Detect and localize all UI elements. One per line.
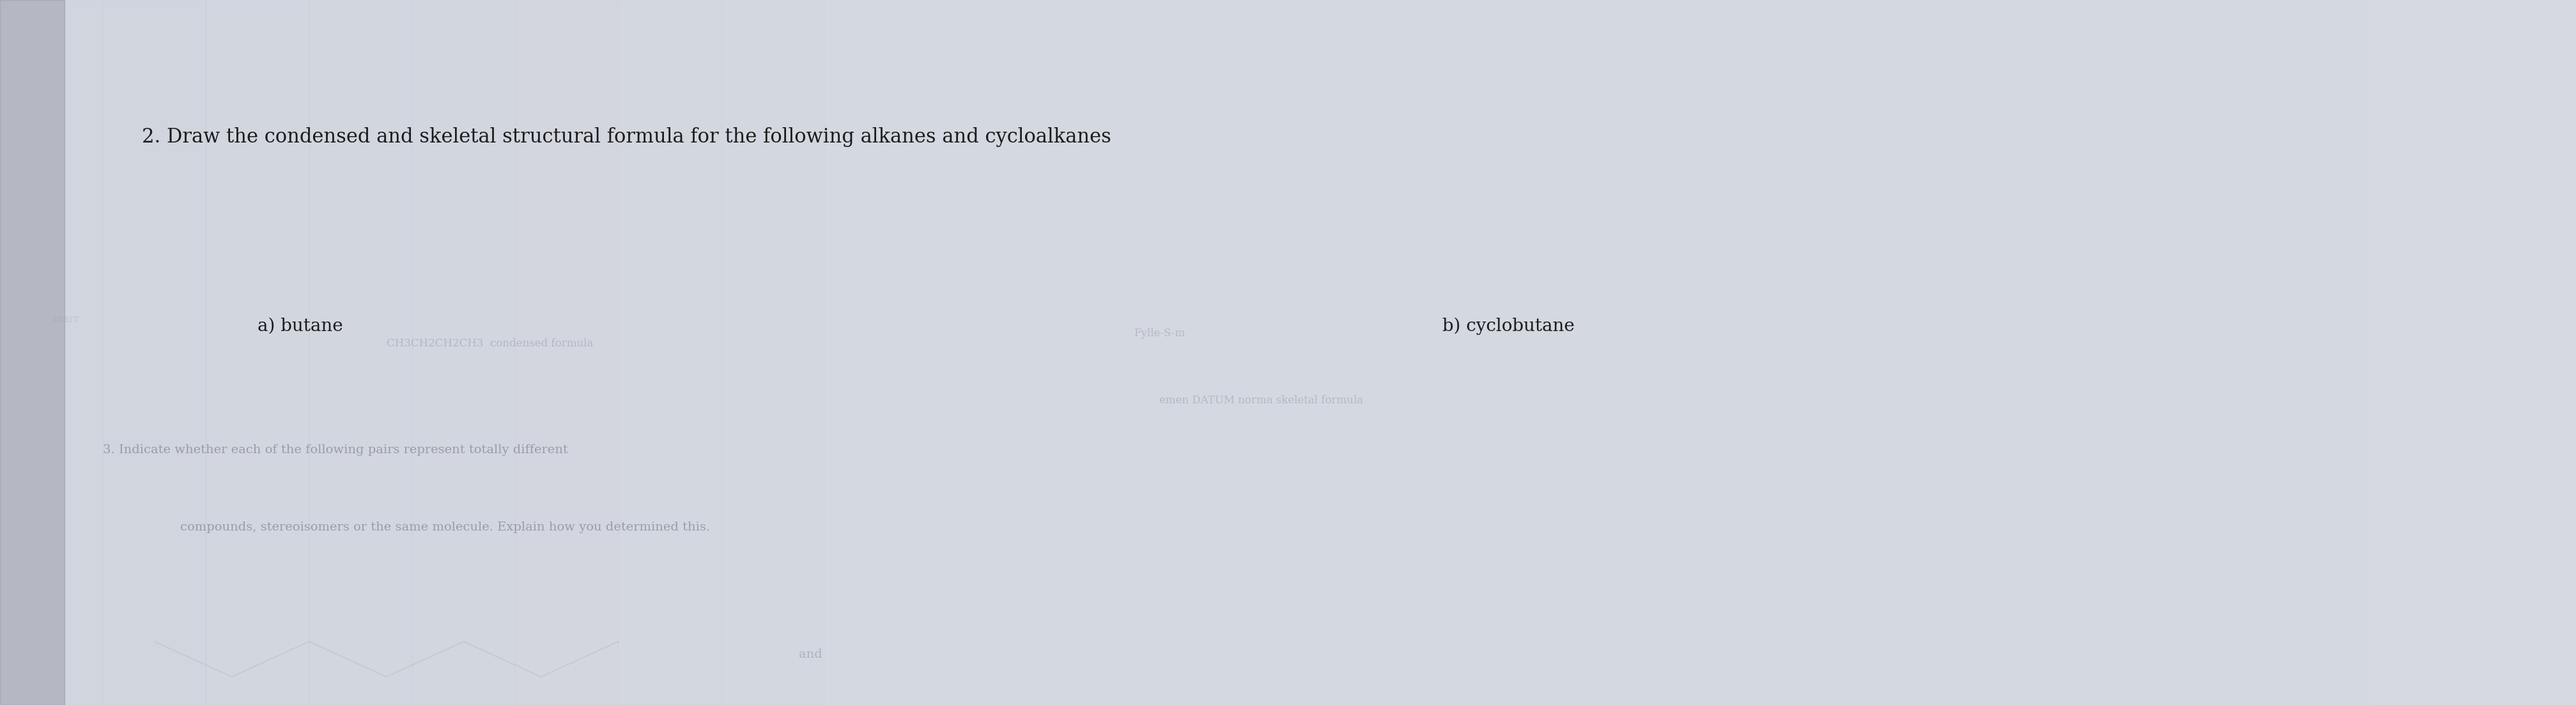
Bar	[206, 0, 309, 705]
Text: Fylle-S-m: Fylle-S-m	[1133, 328, 1185, 338]
Bar	[0, 0, 64, 705]
Text: emen DATUM norma skeletal formula: emen DATUM norma skeletal formula	[1159, 395, 1363, 405]
Text: a) butane: a) butane	[258, 317, 343, 334]
Bar	[721, 0, 824, 705]
Text: CH3CH2CH2CH3  condensed formula: CH3CH2CH2CH3 condensed formula	[386, 338, 592, 349]
Bar	[412, 0, 515, 705]
Text: xsarr: xsarr	[52, 314, 80, 324]
Text: 2. Draw the condensed and skeletal structural formula for the following alkanes : 2. Draw the condensed and skeletal struc…	[142, 127, 1110, 147]
Bar	[618, 0, 721, 705]
Text: 3. Indicate whether each of the following pairs represent totally different: 3. Indicate whether each of the followin…	[103, 444, 569, 455]
Text: compounds, stereoisomers or the same molecule. Explain how you determined this.: compounds, stereoisomers or the same mol…	[180, 522, 711, 533]
Bar	[2370, 0, 2576, 705]
Text: and: and	[799, 649, 822, 660]
Bar	[103, 0, 206, 705]
Bar	[515, 0, 618, 705]
Bar	[0, 0, 103, 705]
Bar	[309, 0, 412, 705]
Text: b) cyclobutane: b) cyclobutane	[1443, 317, 1574, 335]
